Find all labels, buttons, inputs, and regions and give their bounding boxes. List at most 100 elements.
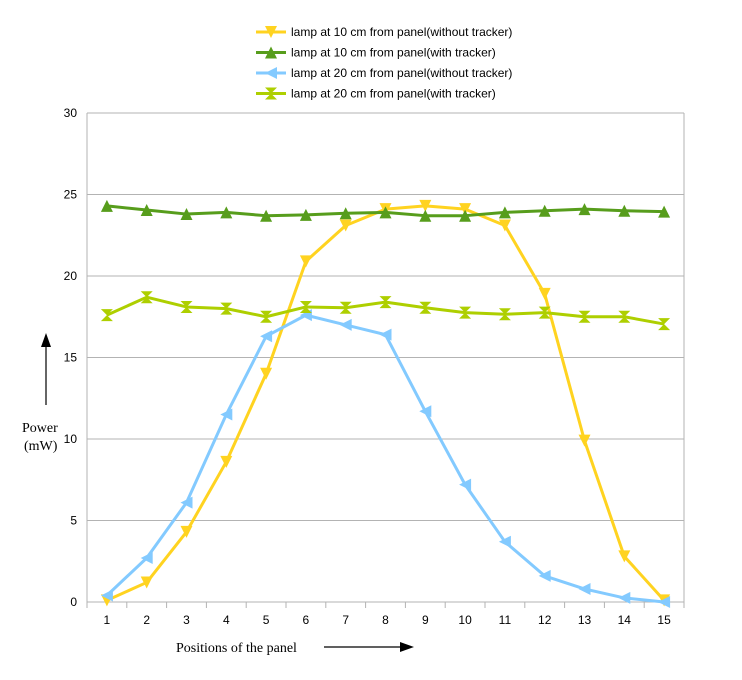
data-point <box>658 318 671 331</box>
data-point <box>180 496 193 509</box>
data-point <box>100 199 113 212</box>
data-point <box>379 296 392 309</box>
x-axis-arrowhead <box>400 642 414 652</box>
data-point <box>100 589 113 602</box>
data-point <box>220 302 233 315</box>
x-tick-label: 7 <box>342 613 349 627</box>
data-point <box>618 204 631 217</box>
y-axis-arrowhead <box>41 333 51 347</box>
legend-label: lamp at 10 cm from panel(with tracker) <box>291 46 496 60</box>
x-tick-label: 5 <box>263 613 270 627</box>
y-tick-label: 30 <box>64 106 78 120</box>
data-point <box>658 205 671 218</box>
series-lines <box>100 199 671 608</box>
data-point <box>419 301 432 314</box>
y-tick-label: 20 <box>64 269 78 283</box>
data-point <box>459 209 472 222</box>
y-axis-label: Power (mW) <box>22 333 58 454</box>
x-axis-label-text: Positions of the panel <box>176 641 297 656</box>
data-point <box>578 434 591 447</box>
y-axis-label-line1: Power <box>22 421 58 436</box>
x-tick-label: 2 <box>143 613 150 627</box>
y-tick-label: 5 <box>70 514 77 528</box>
series-line <box>105 313 665 604</box>
data-point <box>578 310 591 323</box>
data-point <box>498 219 511 232</box>
data-point <box>459 203 472 216</box>
legend-label: lamp at 20 cm from panel(without tracker… <box>291 66 512 80</box>
data-point <box>459 478 472 491</box>
data-point <box>220 455 233 468</box>
data-point <box>260 330 273 343</box>
data-point <box>140 576 153 589</box>
data-point <box>658 596 671 608</box>
y-axis-ticks: 0 5 10 15 20 25 30 <box>64 106 78 609</box>
gridlines <box>86 112 685 603</box>
data-point <box>618 310 631 323</box>
data-point <box>419 209 432 222</box>
data-point <box>419 199 432 212</box>
series-3 <box>100 309 671 608</box>
x-tick-label: 13 <box>578 613 592 627</box>
y-tick-label: 15 <box>64 351 78 365</box>
data-point <box>220 206 233 219</box>
data-point <box>578 203 591 216</box>
x-tick-label: 1 <box>104 613 111 627</box>
data-point <box>578 582 591 595</box>
x-tick-label: 3 <box>183 613 190 627</box>
data-point <box>339 301 352 314</box>
data-point <box>538 306 551 319</box>
x-axis-label: Positions of the panel <box>176 641 414 656</box>
legend-marker <box>265 46 277 59</box>
legend-marker <box>265 26 277 38</box>
data-point <box>459 306 472 319</box>
legend-label: lamp at 20 cm from panel(with tracker) <box>291 87 496 101</box>
x-tick-label: 4 <box>223 613 230 627</box>
legend: lamp at 10 cm from panel(without tracker… <box>256 25 512 101</box>
series-line <box>106 204 666 602</box>
y-axis-label-line2: (mW) <box>24 439 58 454</box>
data-point <box>260 367 273 380</box>
legend-item: lamp at 10 cm from panel(with tracker) <box>256 46 496 60</box>
data-point <box>180 208 193 221</box>
data-point <box>140 203 153 216</box>
series-2 <box>100 199 671 222</box>
x-tick-label: 15 <box>657 613 671 627</box>
data-point <box>260 310 273 323</box>
y-tick-label: 25 <box>64 188 78 202</box>
data-point <box>299 208 312 221</box>
legend-label: lamp at 10 cm from panel(without tracker… <box>291 25 512 39</box>
legend-item: lamp at 20 cm from panel(with tracker) <box>256 87 496 101</box>
legend-marker <box>265 87 277 100</box>
x-tick-label: 8 <box>382 613 389 627</box>
x-tick-label: 9 <box>422 613 429 627</box>
data-point <box>299 255 312 268</box>
data-point <box>140 291 153 304</box>
data-point <box>498 308 511 321</box>
data-point <box>140 551 153 564</box>
data-point <box>339 318 352 331</box>
series-4 <box>100 291 671 331</box>
x-tick-label: 12 <box>538 613 552 627</box>
data-point <box>379 328 392 341</box>
data-point <box>538 287 551 300</box>
data-point <box>498 206 511 219</box>
data-point <box>618 550 631 563</box>
data-point <box>299 300 312 313</box>
data-point <box>180 300 193 313</box>
data-point <box>260 209 273 222</box>
x-tick-label: 14 <box>618 613 632 627</box>
data-point <box>618 591 631 604</box>
series-1 <box>100 199 671 607</box>
x-tick-label: 11 <box>499 613 512 627</box>
data-point <box>100 309 113 322</box>
y-tick-label: 0 <box>70 595 77 609</box>
data-point <box>498 535 511 548</box>
data-point <box>339 207 352 220</box>
x-tick-label: 6 <box>303 613 310 627</box>
legend-marker <box>265 67 277 79</box>
x-axis-ticks: 1 2 3 4 5 6 7 8 9 10 11 12 13 14 15 <box>86 602 685 627</box>
data-point <box>180 525 193 538</box>
data-point <box>538 204 551 217</box>
